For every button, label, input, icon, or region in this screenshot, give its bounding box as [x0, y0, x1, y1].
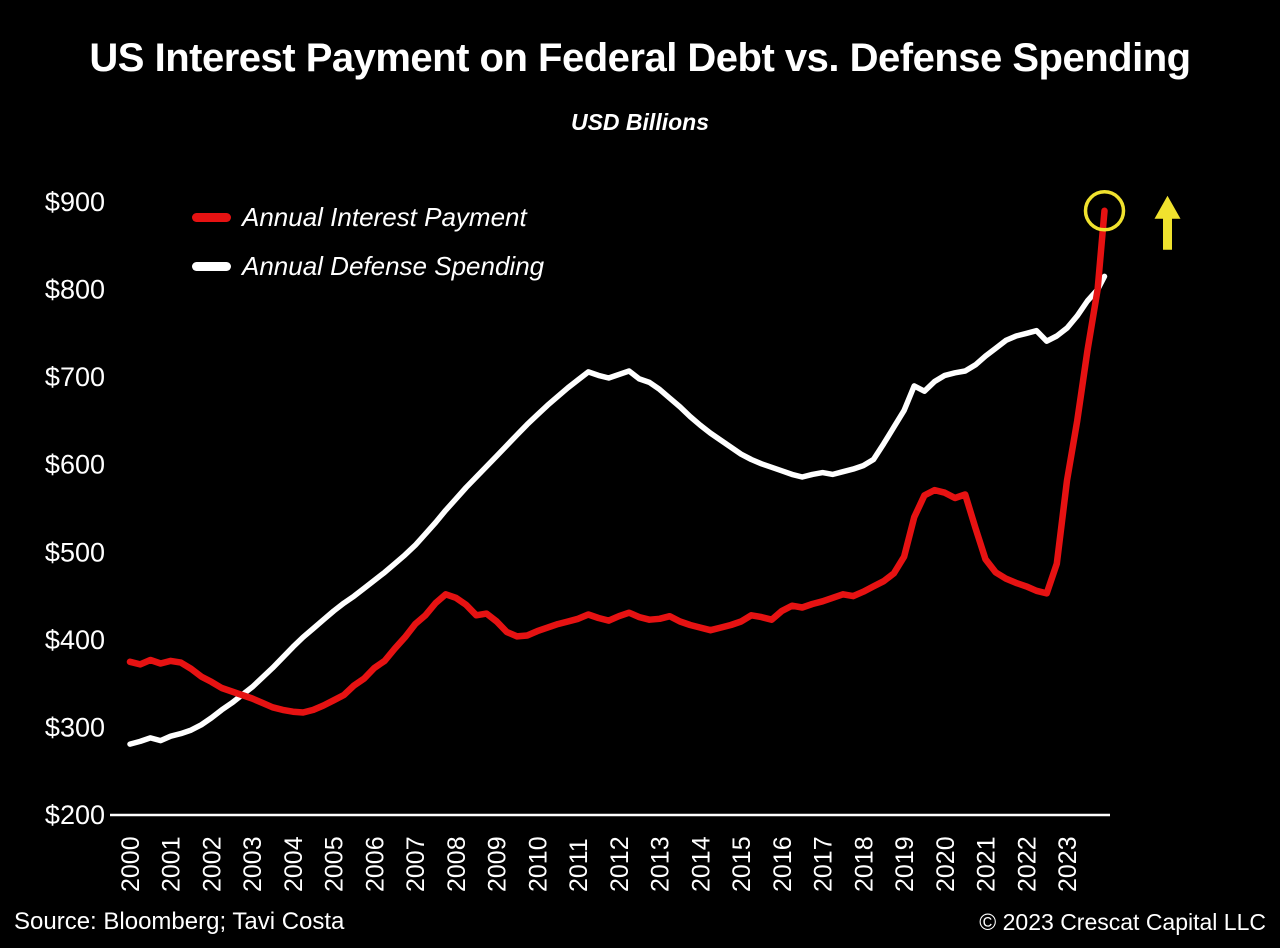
defense-spending-line — [127, 273, 1108, 747]
x-axis-label: 2009 — [484, 836, 512, 892]
x-axis-label: 2018 — [850, 836, 878, 892]
x-axis-label: 2000 — [117, 836, 145, 892]
copyright-text: © 2023 Crescat Capital LLC — [979, 908, 1266, 935]
x-axis-label: 2004 — [280, 836, 308, 892]
x-axis-label: 2016 — [769, 836, 797, 892]
y-axis-label: $300 — [45, 712, 105, 742]
x-axis-label: 2022 — [1013, 836, 1041, 892]
y-axis-label: $500 — [45, 537, 105, 567]
x-axis-label: 2017 — [810, 836, 838, 892]
x-axis-label: 2019 — [891, 836, 919, 892]
footer-bar: Source: Bloomberg; Tavi Costa © 2023 Cre… — [0, 902, 1280, 948]
legend-label-interest: Annual Interest Payment — [242, 201, 527, 232]
x-axis-label: 2002 — [198, 836, 226, 892]
y-axis-label: $800 — [45, 275, 105, 305]
y-axis-label: $200 — [45, 800, 105, 830]
interest-payment-line — [126, 207, 1108, 716]
x-axis-label: 2007 — [402, 836, 430, 892]
source-text: Source: Bloomberg; Tavi Costa — [14, 908, 345, 935]
x-axis-label: 2015 — [728, 836, 756, 892]
y-axis-label: $900 — [45, 187, 105, 217]
x-axis-label: 2012 — [606, 836, 634, 892]
legend-item-defense: Annual Defense Spending — [192, 250, 544, 282]
x-axis-label: 2023 — [1054, 836, 1082, 892]
y-axis-label: $700 — [45, 362, 105, 392]
x-axis-labels: 2000 2001 2002 2003 2004 2005 2006 2007 2008 2009… — [117, 836, 1082, 892]
x-axis-label: 2020 — [932, 836, 960, 892]
legend-item-interest: Annual Interest Payment — [192, 201, 544, 233]
legend-swatch-interest — [192, 212, 231, 222]
x-axis-label: 2001 — [158, 836, 186, 892]
x-axis-label: 2013 — [647, 836, 675, 892]
x-axis-label: 2014 — [687, 836, 715, 892]
up-arrow-icon — [1154, 195, 1181, 250]
x-axis-label: 2006 — [361, 836, 389, 892]
legend-label-defense: Annual Defense Spending — [242, 250, 545, 281]
x-axis-label: 2011 — [565, 838, 593, 892]
legend-swatch-defense — [192, 261, 231, 271]
x-axis-label: 2010 — [524, 836, 552, 892]
x-axis-label: 2008 — [443, 836, 471, 892]
legend: Annual Interest Payment Annual Defense S… — [192, 201, 544, 282]
y-axis-labels: $900 $800 $700 $600 $500 $400 $300 $200 — [45, 187, 105, 830]
chart-subtitle: USD Billions — [570, 109, 709, 135]
x-axis-label: 2021 — [973, 836, 1001, 892]
y-axis-label: $600 — [45, 450, 105, 480]
endpoint-circle-annotation — [1083, 190, 1126, 232]
y-axis-label: $400 — [45, 625, 105, 655]
page-title: US Interest Payment on Federal Debt vs. … — [89, 36, 1191, 80]
x-axis-label: 2003 — [239, 836, 267, 892]
x-axis-label: 2005 — [321, 836, 349, 892]
